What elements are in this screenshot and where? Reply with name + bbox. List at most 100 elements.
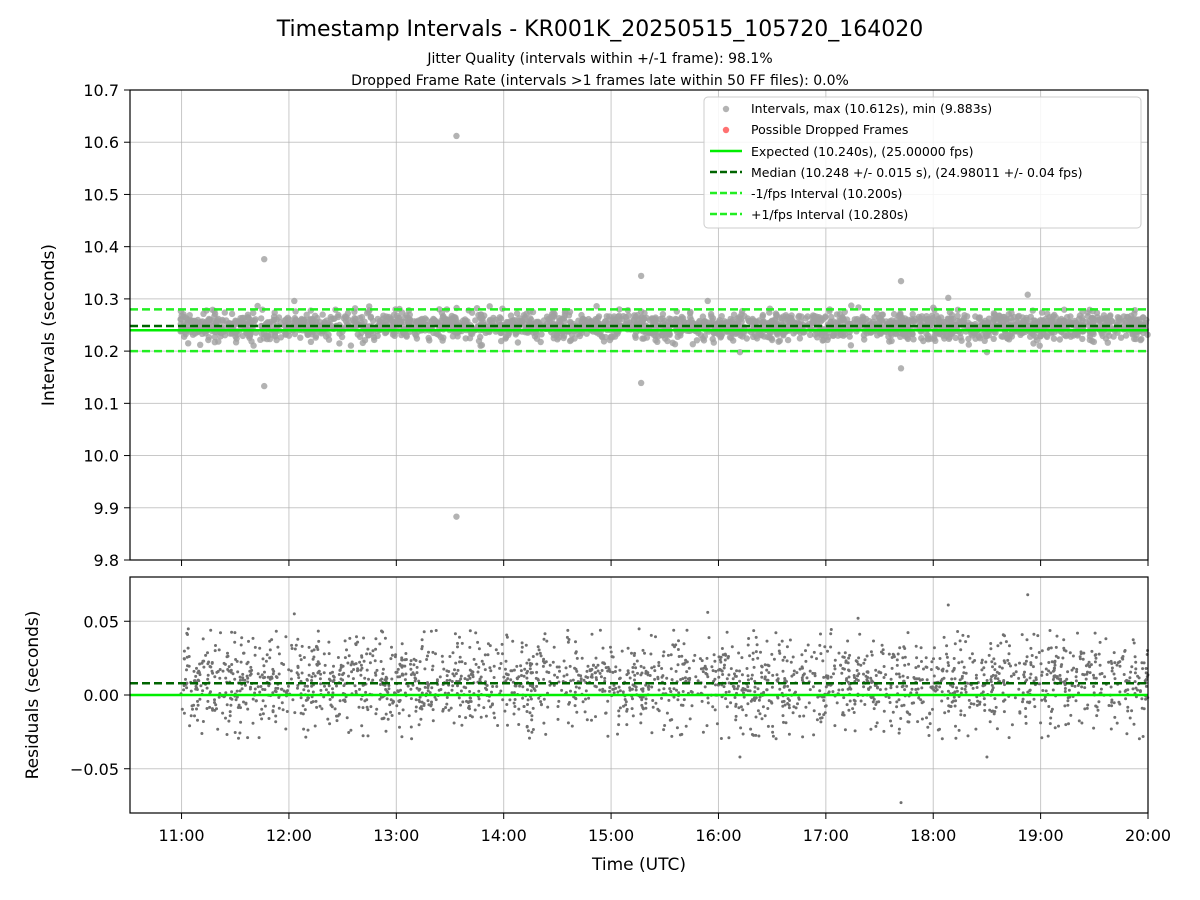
intervals-point xyxy=(270,313,278,320)
residuals-point xyxy=(271,691,275,695)
residuals-point xyxy=(628,688,632,692)
residuals-point xyxy=(374,712,378,716)
residuals-point xyxy=(996,644,1000,648)
residuals-point xyxy=(1110,666,1114,670)
residuals-point xyxy=(499,689,503,693)
residuals-point xyxy=(528,667,532,671)
intervals-point xyxy=(1132,335,1140,343)
residuals-point xyxy=(349,663,353,667)
intervals-point xyxy=(998,315,1005,322)
intervals-point xyxy=(567,318,574,326)
intervals-point xyxy=(715,318,723,326)
intervals-outlier-point xyxy=(704,297,711,305)
residuals-point xyxy=(957,661,961,665)
residuals-point xyxy=(493,716,497,720)
intervals-point xyxy=(759,311,767,319)
residuals-point xyxy=(848,699,852,703)
residuals-point xyxy=(414,659,418,662)
residuals-point xyxy=(1059,665,1063,668)
residuals-point xyxy=(466,678,469,682)
residuals-point xyxy=(905,684,909,688)
residuals-point xyxy=(609,650,613,654)
residuals-point xyxy=(720,647,724,650)
residuals-point xyxy=(277,706,281,710)
residuals-point xyxy=(1020,633,1024,637)
residuals-point xyxy=(1109,727,1113,731)
residuals-point xyxy=(681,677,685,681)
residuals-point xyxy=(186,646,190,650)
residuals-point xyxy=(874,674,878,677)
residuals-point xyxy=(936,728,940,732)
residuals-point xyxy=(1047,661,1051,664)
residuals-point xyxy=(270,676,274,680)
residuals-point xyxy=(1050,707,1054,711)
residuals-point xyxy=(520,641,524,645)
intervals-point xyxy=(439,314,446,321)
residuals-point xyxy=(1007,652,1011,656)
residuals-point xyxy=(653,677,657,681)
residuals-point xyxy=(229,668,233,672)
intervals-point xyxy=(910,336,917,343)
residuals-point xyxy=(279,687,283,691)
residuals-point xyxy=(676,663,680,667)
intervals-point xyxy=(775,338,782,345)
residuals-point xyxy=(427,650,430,654)
residuals-point xyxy=(236,706,240,709)
residuals-point xyxy=(707,636,711,640)
residuals-point xyxy=(628,686,632,690)
residuals-point xyxy=(476,670,480,674)
residuals-point xyxy=(584,689,588,693)
residuals-point xyxy=(317,670,321,674)
residuals-point xyxy=(434,652,437,656)
intervals-point xyxy=(472,317,479,324)
residuals-point xyxy=(611,687,615,691)
residuals-point xyxy=(1136,688,1139,692)
residuals-point xyxy=(994,674,998,678)
residuals-point xyxy=(829,632,833,636)
residuals-point xyxy=(542,677,546,681)
residuals-point xyxy=(196,703,200,707)
residuals-point xyxy=(1088,671,1092,675)
residuals-point xyxy=(938,685,942,689)
intervals-point xyxy=(480,319,487,326)
intervals-ytick-label: 10.4 xyxy=(83,238,119,257)
intervals-point xyxy=(258,315,265,322)
residuals-point xyxy=(307,663,311,667)
residuals-point xyxy=(202,665,206,669)
intervals-point xyxy=(486,303,493,310)
residuals-point xyxy=(650,731,654,735)
residuals-point xyxy=(374,647,378,651)
residuals-point xyxy=(656,675,660,679)
residuals-point xyxy=(271,672,275,676)
residuals-point xyxy=(1013,696,1017,700)
intervals-point xyxy=(610,317,617,324)
residuals-point xyxy=(332,675,336,679)
intervals-point xyxy=(1018,329,1025,337)
residuals-point xyxy=(954,736,958,740)
residuals-point xyxy=(972,702,976,706)
residuals-point xyxy=(786,697,790,701)
residuals-point xyxy=(722,685,726,689)
residuals-point xyxy=(640,671,644,675)
residuals-point xyxy=(674,643,678,647)
residuals-point xyxy=(872,707,876,711)
residuals-point xyxy=(910,701,914,705)
residuals-point xyxy=(982,697,986,701)
residuals-point xyxy=(826,649,829,653)
residuals-point xyxy=(782,720,785,724)
residuals-point xyxy=(945,669,949,673)
xtick-label: 16:00 xyxy=(695,826,741,845)
residuals-point xyxy=(964,690,968,694)
residuals-point xyxy=(535,662,539,666)
residuals-point xyxy=(920,717,924,721)
residuals-point xyxy=(327,684,331,688)
residuals-point xyxy=(632,662,636,666)
residuals-point xyxy=(185,668,188,672)
residuals-point xyxy=(396,667,400,671)
legend-dropped: Possible Dropped Frames xyxy=(751,122,908,137)
residuals-point xyxy=(498,666,502,670)
intervals-point xyxy=(846,333,853,340)
intervals-point xyxy=(1129,331,1136,338)
intervals-point xyxy=(964,319,972,326)
